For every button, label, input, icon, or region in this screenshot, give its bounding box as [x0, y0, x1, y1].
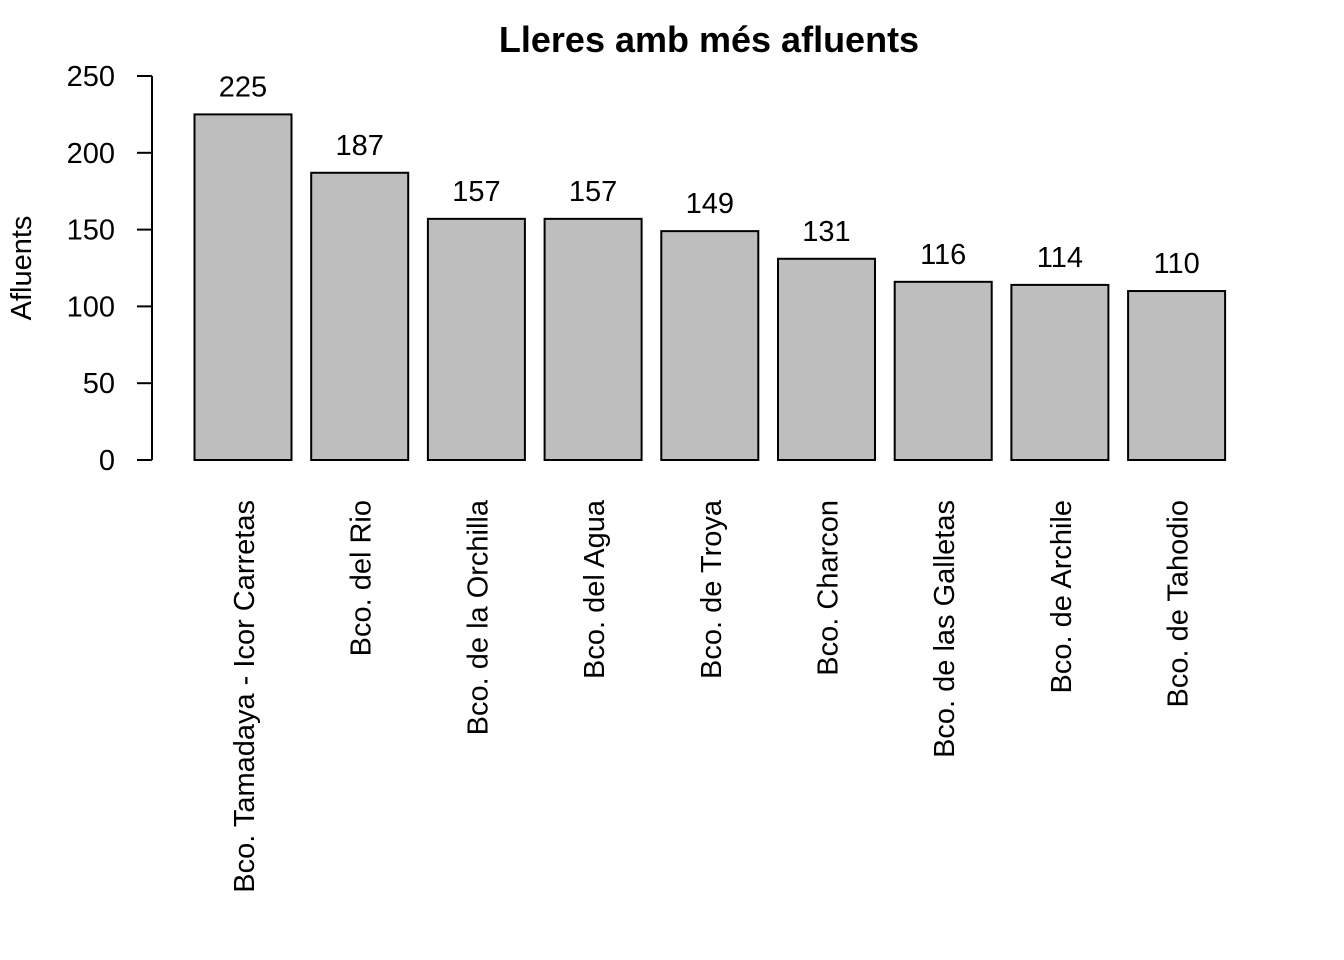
data-label: 114: [1037, 242, 1083, 274]
data-label: 225: [219, 71, 267, 103]
data-label: 131: [802, 216, 850, 248]
category-label: Bco. de las Galletas: [929, 500, 961, 758]
bar: [893, 280, 993, 461]
category-label: Bco. del Agua: [579, 499, 611, 679]
bar: [543, 217, 643, 461]
category-label: Bco. del Rio: [346, 500, 378, 656]
y-tick-label: 50: [83, 368, 115, 400]
bar: [193, 113, 293, 462]
category-label: Bco. de Tahodio: [1163, 500, 1195, 707]
bars-group: [193, 113, 1227, 462]
y-tick-label: 0: [99, 445, 115, 477]
data-label: 116: [920, 239, 966, 271]
y-axis-label: Afluents: [6, 216, 38, 321]
bar: [426, 217, 526, 461]
data-labels-group: 225 187 157 157 149 131 116 114 110: [219, 71, 1200, 280]
category-label: Bco. Tamadaya - Icor Carretas: [229, 500, 261, 893]
data-label: 187: [336, 130, 384, 162]
y-tick-label: 200: [67, 138, 115, 170]
data-label: 110: [1153, 248, 1199, 280]
y-axis: 0 50 100 150 200 250: [67, 61, 153, 477]
bar: [1127, 290, 1227, 462]
category-label: Bco. de Troya: [696, 499, 728, 679]
bar: [660, 230, 760, 461]
bar: [310, 171, 410, 461]
bar: [777, 257, 876, 461]
category-label: Bco. de la Orchilla: [462, 499, 494, 735]
y-tick-label: 100: [67, 291, 115, 323]
data-label: 157: [569, 176, 617, 208]
data-label: 149: [686, 188, 734, 220]
category-label: Bco. Charcon: [813, 500, 845, 676]
category-labels-group: Bco. Tamadaya - Icor Carretas Bco. del Ri…: [229, 499, 1195, 893]
y-tick-label: 150: [67, 215, 115, 247]
category-label: Bco. de Archile: [1046, 500, 1078, 693]
data-label: 157: [452, 176, 500, 208]
bar: [1010, 283, 1110, 461]
chart-title: Lleres amb més afluents: [499, 19, 919, 60]
y-tick-label: 250: [67, 61, 115, 93]
